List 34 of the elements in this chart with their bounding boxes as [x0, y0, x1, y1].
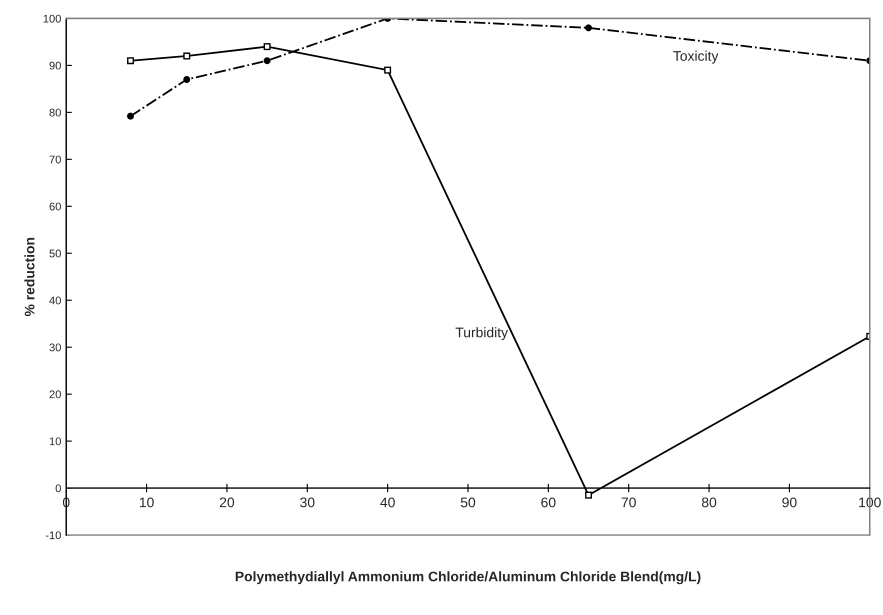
y-tick-label: 50 — [49, 250, 61, 258]
x-tick-label: 10 — [140, 497, 154, 508]
point — [127, 112, 134, 120]
y-tick-label: 90 — [50, 62, 61, 70]
x-tick-label: 30 — [300, 497, 314, 508]
x-tick-label: 70 — [622, 497, 636, 508]
y-tick-label: -10 — [46, 531, 61, 540]
point — [384, 66, 392, 74]
x-tick-label: 80 — [702, 497, 716, 508]
y-tick-label: 20 — [50, 390, 61, 398]
y-tick-label: 60 — [50, 202, 61, 210]
y-tick-label: 30 — [49, 343, 61, 352]
point — [183, 76, 190, 83]
y-tick-label: 0 — [56, 484, 61, 492]
y-tick-label: 100 — [44, 14, 61, 23]
x-tick-label: 50 — [460, 497, 476, 508]
y-tick-label: 70 — [50, 156, 61, 164]
y-axis-title: % reduction — [24, 238, 35, 316]
point — [264, 57, 271, 64]
series-label: Turbidity — [456, 327, 508, 340]
point — [183, 52, 190, 60]
x-tick-label: 90 — [782, 497, 797, 508]
point — [585, 492, 592, 499]
point — [264, 43, 271, 50]
y-tick-label: 10 — [50, 437, 61, 446]
x-tick-label: 60 — [541, 497, 556, 508]
y-tick-label: 40 — [49, 296, 61, 304]
x-tick-label: 20 — [220, 497, 234, 508]
series-label: Toxicity — [673, 50, 718, 64]
point — [585, 24, 592, 32]
y-tick-label: 80 — [49, 108, 61, 117]
point — [127, 57, 134, 64]
x-tick-label: 40 — [380, 497, 395, 508]
x-axis-title: Polymethydiallyl Ammonium Chloride/Aluminum Chloride Blend(mg/L) — [236, 571, 700, 584]
